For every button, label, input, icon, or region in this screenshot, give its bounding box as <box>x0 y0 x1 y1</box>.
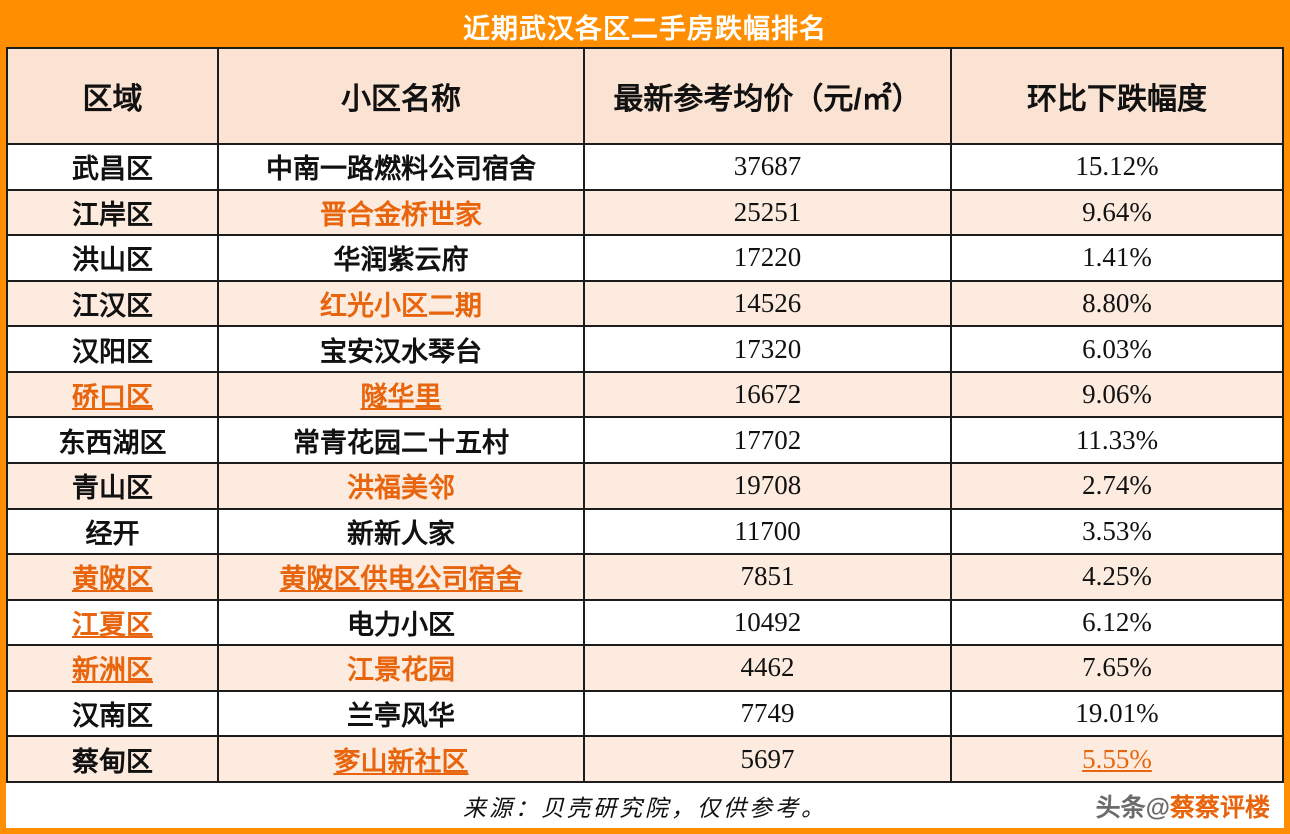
community-cell: 黄陂区供电公司宿舍 <box>217 553 585 601</box>
community-cell: 奓山新社区 <box>217 735 585 783</box>
community-cell: 新新人家 <box>217 507 585 556</box>
price-cell: 17320 <box>583 325 952 373</box>
column-header-price: 最新参考均价（元/㎡） <box>583 47 952 145</box>
district-cell: 黄陂区 <box>6 553 219 601</box>
community-cell: 中南一路燃料公司宿舍 <box>217 143 585 191</box>
price-cell: 37687 <box>583 143 952 191</box>
district-cell: 汉阳区 <box>6 325 219 373</box>
price-cell: 7851 <box>583 553 952 601</box>
column-header-drop: 环比下跌幅度 <box>950 47 1284 145</box>
community-cell: 江景花园 <box>217 644 585 692</box>
footer: 来源：贝壳研究院，仅供参考。 头条@蔡蔡评楼 <box>6 783 1284 828</box>
price-cell: 10492 <box>583 598 952 647</box>
drop-cell: 7.65% <box>950 644 1284 692</box>
title-bar: 近期武汉各区二手房跌幅排名 <box>6 6 1284 47</box>
price-cell: 5697 <box>583 735 952 783</box>
community-cell: 晋合金桥世家 <box>217 188 585 237</box>
price-cell: 17702 <box>583 416 952 464</box>
drop-cell: 8.80% <box>950 279 1284 328</box>
table-body: 武昌区 中南一路燃料公司宿舍 37687 15.12% 江岸区 晋合金桥世家 25251 9.… <box>6 143 1284 783</box>
source-note: 来源：贝壳研究院，仅供参考。 <box>463 795 827 821</box>
price-cell: 25251 <box>583 188 952 237</box>
table-row: 汉阳区 宝安汉水琴台 17320 6.03% <box>6 325 1284 373</box>
district-cell: 江汉区 <box>6 279 219 328</box>
price-cell: 19708 <box>583 461 952 510</box>
table-row: 新洲区 江景花园 4462 7.65% <box>6 644 1284 692</box>
table-row: 蔡甸区 奓山新社区 5697 5.55% <box>6 735 1284 783</box>
price-cell: 17220 <box>583 234 952 282</box>
district-cell: 江夏区 <box>6 598 219 647</box>
drop-cell: 2.74% <box>950 461 1284 510</box>
table-row: 洪山区 华润紫云府 17220 1.41% <box>6 234 1284 282</box>
price-cell: 14526 <box>583 279 952 328</box>
column-header-community: 小区名称 <box>217 47 585 145</box>
drop-cell: 3.53% <box>950 507 1284 556</box>
table-row: 经开 新新人家 11700 3.53% <box>6 507 1284 556</box>
price-cell: 16672 <box>583 370 952 419</box>
community-cell: 电力小区 <box>217 598 585 647</box>
district-cell: 青山区 <box>6 461 219 510</box>
community-cell: 兰亭风华 <box>217 689 585 738</box>
drop-cell: 5.55% <box>950 735 1284 783</box>
page-title: 近期武汉各区二手房跌幅排名 <box>463 14 827 44</box>
table-row: 硚口区 隧华里 16672 9.06% <box>6 370 1284 419</box>
price-cell: 11700 <box>583 507 952 556</box>
community-cell: 华润紫云府 <box>217 234 585 282</box>
community-cell: 常青花园二十五村 <box>217 416 585 464</box>
table-row: 江岸区 晋合金桥世家 25251 9.64% <box>6 188 1284 237</box>
watermark: 头条@蔡蔡评楼 <box>1096 788 1270 824</box>
district-cell: 东西湖区 <box>6 416 219 464</box>
drop-cell: 6.03% <box>950 325 1284 373</box>
table-row: 青山区 洪福美邻 19708 2.74% <box>6 461 1284 510</box>
table-row: 汉南区 兰亭风华 7749 19.01% <box>6 689 1284 738</box>
drop-cell: 9.64% <box>950 188 1284 237</box>
drop-cell: 11.33% <box>950 416 1284 464</box>
district-cell: 洪山区 <box>6 234 219 282</box>
community-cell: 隧华里 <box>217 370 585 419</box>
price-cell: 4462 <box>583 644 952 692</box>
community-cell: 红光小区二期 <box>217 279 585 328</box>
table-row: 东西湖区 常青花园二十五村 17702 11.33% <box>6 416 1284 464</box>
district-cell: 蔡甸区 <box>6 735 219 783</box>
drop-cell: 15.12% <box>950 143 1284 191</box>
district-cell: 硚口区 <box>6 370 219 419</box>
drop-cell: 4.25% <box>950 553 1284 601</box>
table-row: 江夏区 电力小区 10492 6.12% <box>6 598 1284 647</box>
watermark-name: 蔡蔡评楼 <box>1169 793 1270 822</box>
district-cell: 汉南区 <box>6 689 219 738</box>
drop-cell: 19.01% <box>950 689 1284 738</box>
table-row: 武昌区 中南一路燃料公司宿舍 37687 15.12% <box>6 143 1284 191</box>
header-row: 区域 小区名称 最新参考均价（元/㎡） 环比下跌幅度 <box>6 47 1284 145</box>
drop-cell: 6.12% <box>950 598 1284 647</box>
table-row: 江汉区 红光小区二期 14526 8.80% <box>6 279 1284 328</box>
drop-cell: 1.41% <box>950 234 1284 282</box>
drop-cell: 9.06% <box>950 370 1284 419</box>
price-cell: 7749 <box>583 689 952 738</box>
table-header: 区域 小区名称 最新参考均价（元/㎡） 环比下跌幅度 <box>6 47 1284 145</box>
community-cell: 宝安汉水琴台 <box>217 325 585 373</box>
table-row: 黄陂区 黄陂区供电公司宿舍 7851 4.25% <box>6 553 1284 601</box>
district-cell: 新洲区 <box>6 644 219 692</box>
district-cell: 武昌区 <box>6 143 219 191</box>
district-cell: 江岸区 <box>6 188 219 237</box>
ranking-table: 区域 小区名称 最新参考均价（元/㎡） 环比下跌幅度 武昌区 中南一路燃料公司宿舍… <box>6 47 1284 783</box>
column-header-district: 区域 <box>6 47 219 145</box>
district-cell: 经开 <box>6 507 219 556</box>
watermark-prefix: 头条@ <box>1095 793 1170 822</box>
community-cell: 洪福美邻 <box>217 461 585 510</box>
